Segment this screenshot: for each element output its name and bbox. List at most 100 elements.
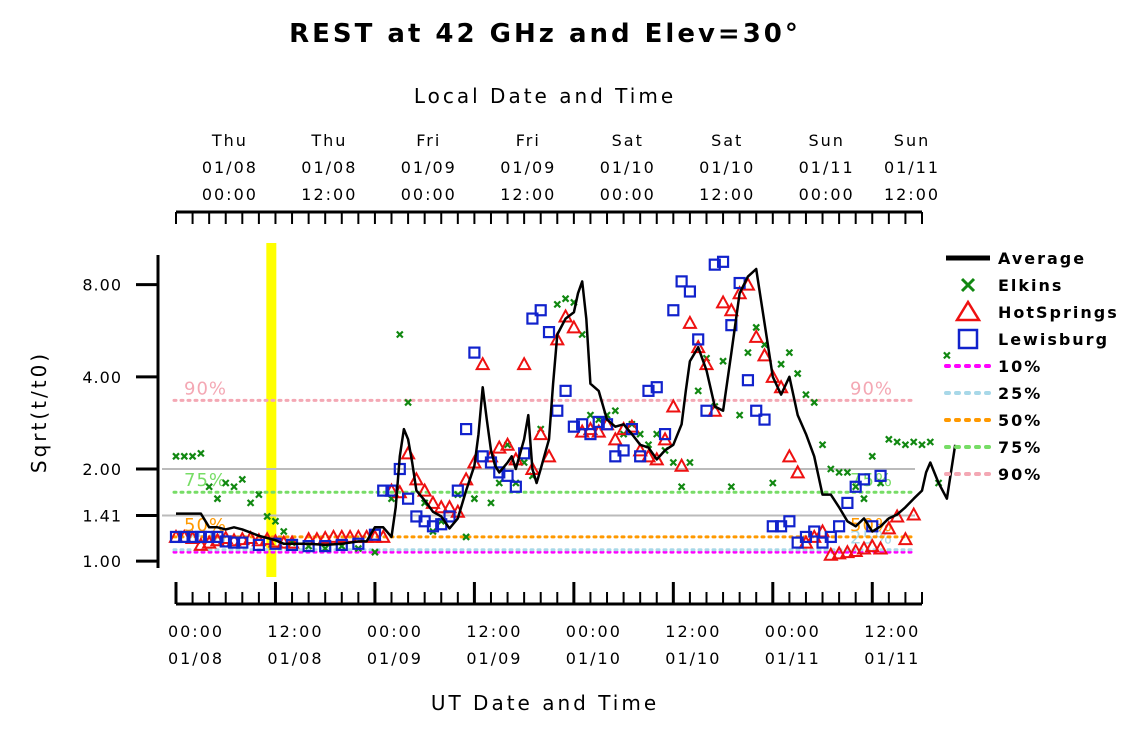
series-line-average [176, 267, 957, 547]
point-hotsprings [673, 457, 690, 472]
point-lewisburg [766, 520, 779, 533]
top-tick-time: 12:00 [699, 185, 755, 204]
point-lewisburg [551, 404, 564, 417]
point-hotsprings [284, 534, 300, 549]
marker-stroke [586, 411, 595, 419]
point-lewisburg [857, 473, 871, 486]
point-hotsprings [632, 442, 648, 457]
point-elkins [213, 494, 222, 503]
point-hotsprings [831, 545, 847, 560]
point-lewisburg [833, 520, 846, 533]
percentile-label: 75% [184, 470, 227, 491]
point-lewisburg [493, 466, 506, 479]
bottom-tick-date: 01/11 [765, 649, 821, 668]
point-elkins [230, 482, 238, 491]
bottom-tick-date: 01/10 [566, 649, 622, 668]
point-hotsprings [566, 319, 582, 334]
point-lewisburg [824, 530, 837, 544]
point-lewisburg [534, 304, 547, 317]
top-tick-date: 01/11 [799, 158, 855, 177]
point-elkins [205, 482, 213, 491]
point-elkins [694, 387, 702, 395]
point-elkins [727, 482, 736, 491]
point-lewisburg [849, 480, 862, 493]
point-elkins [769, 479, 777, 487]
point-hotsprings [823, 546, 839, 561]
legend-entry: 50% [944, 411, 1042, 430]
point-elkins [462, 533, 470, 541]
marker-stroke [802, 390, 810, 399]
point-elkins [263, 512, 271, 521]
marker-stroke [553, 300, 562, 309]
marker-stroke [238, 475, 247, 484]
point-lewisburg [758, 413, 771, 426]
point-elkins [238, 475, 247, 484]
point-hotsprings [649, 451, 665, 466]
y-tick-label: 2.00 [82, 460, 122, 479]
marker-stroke [835, 468, 843, 477]
legend-swatch [954, 299, 982, 322]
marker-stroke [744, 348, 752, 357]
point-lewisburg [874, 469, 887, 482]
marker-stroke [793, 369, 802, 378]
bottom-tick-date: 01/10 [665, 649, 721, 668]
top-tick-date: 01/09 [500, 158, 556, 177]
point-elkins [677, 482, 686, 491]
point-lewisburg [576, 418, 589, 431]
point-hotsprings [872, 540, 889, 555]
point-elkins [835, 468, 843, 477]
bottom-tick-time: 00:00 [367, 622, 423, 641]
point-elkins [735, 411, 744, 419]
marker-stroke [462, 533, 470, 541]
point-lewisburg [227, 536, 241, 549]
point-lewisburg [675, 275, 688, 288]
marker-stroke [188, 452, 197, 461]
point-elkins [561, 294, 570, 303]
series-marks [168, 255, 957, 561]
top-tick-day: Fri [516, 131, 541, 150]
marker-stroke [694, 387, 702, 395]
top-tick-date: 01/11 [884, 158, 940, 177]
point-lewisburg [468, 346, 481, 359]
bottom-tick-time: 00:00 [765, 622, 821, 641]
point-hotsprings [325, 528, 342, 543]
y-tick-label: 1.00 [82, 552, 122, 571]
top-tick-date: 01/10 [600, 158, 656, 177]
point-elkins [371, 548, 379, 556]
point-lewisburg [542, 325, 556, 339]
legend-swatch [960, 277, 976, 293]
marker-stroke [578, 330, 586, 339]
point-elkins [818, 440, 827, 449]
point-lewisburg [750, 404, 763, 417]
legend-label: 50% [998, 411, 1042, 430]
point-lewisburg [401, 492, 415, 505]
point-elkins [221, 479, 230, 487]
point-lewisburg [692, 333, 705, 346]
top-tick-date: 01/10 [699, 158, 755, 177]
point-elkins [495, 479, 504, 487]
point-lewisburg [559, 384, 572, 397]
legend-entry: 90% [944, 465, 1042, 484]
point-hotsprings [433, 499, 449, 514]
point-hotsprings [781, 448, 798, 463]
point-lewisburg [567, 420, 580, 433]
bottom-tick-date: 01/08 [168, 649, 224, 668]
marker-stroke [719, 357, 727, 365]
marker-stroke [495, 479, 504, 487]
bottom-tick-date: 01/09 [466, 649, 522, 668]
top-tick-time: 12:00 [301, 185, 357, 204]
point-elkins [918, 440, 926, 449]
point-hotsprings [715, 294, 731, 309]
marker-stroke [279, 527, 288, 536]
legend-label: 90% [998, 465, 1042, 484]
point-lewisburg [667, 304, 680, 317]
point-lewisburg [526, 312, 539, 325]
bottom-axis-title: UT Date and Time [431, 691, 659, 715]
point-hotsprings [499, 436, 516, 451]
point-hotsprings [524, 460, 541, 476]
point-lewisburg [451, 484, 464, 497]
marker-stroke [818, 440, 827, 449]
legend-entry: Average [946, 249, 1084, 268]
point-elkins [827, 465, 835, 473]
marker-stroke [727, 482, 736, 491]
